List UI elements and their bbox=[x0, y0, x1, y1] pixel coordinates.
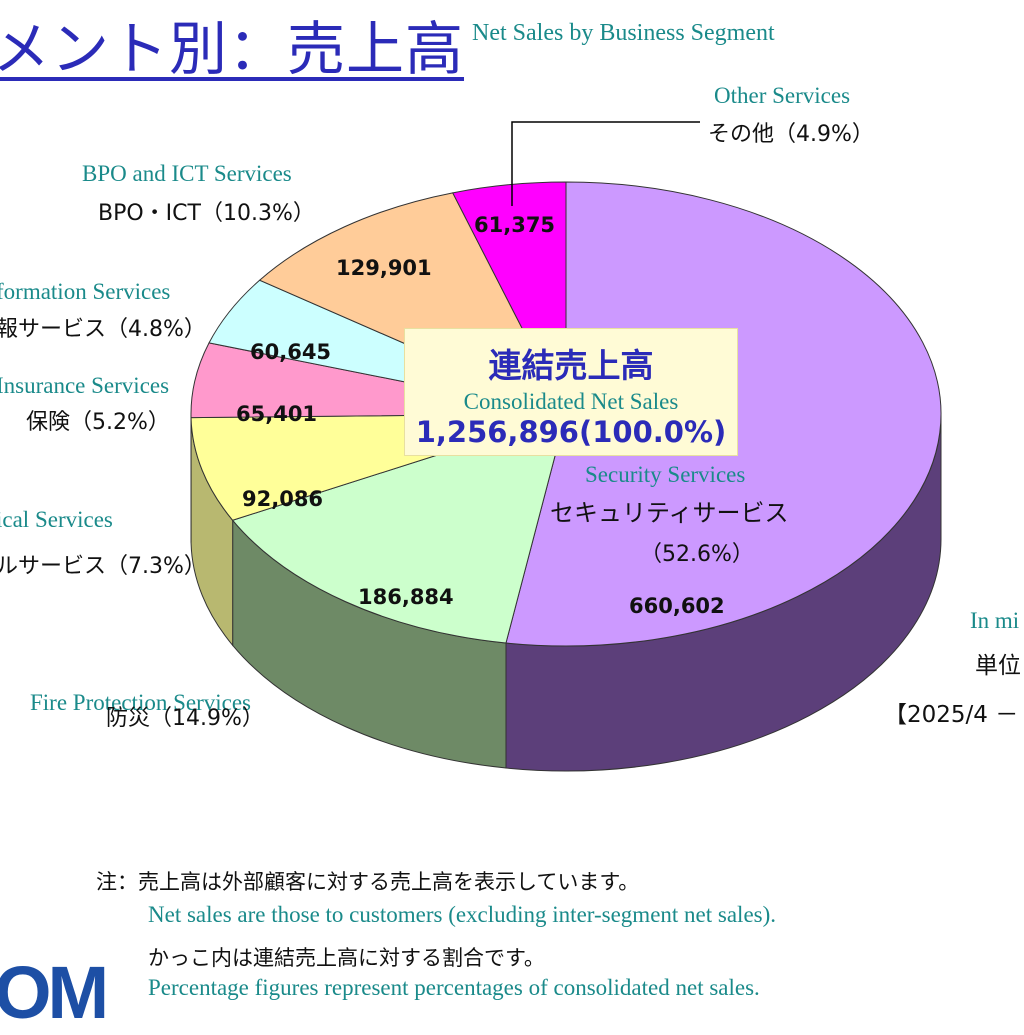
note-line1-en: Net sales are those to customers (exclud… bbox=[148, 902, 776, 928]
value-bpo: 129,901 bbox=[336, 256, 432, 280]
unit-label-en: In mi bbox=[970, 608, 1019, 634]
label-other-jp: その他（4.9%） bbox=[708, 116, 874, 148]
period-label: 【2025/4 － bbox=[884, 695, 1018, 729]
label-insurance-en: Insurance Services bbox=[0, 373, 169, 399]
unit-label-jp: 単位 bbox=[975, 646, 1021, 680]
label-medical-en: ical Services bbox=[0, 507, 113, 533]
value-fire: 186,884 bbox=[358, 585, 454, 609]
label-bpo-en: BPO and ICT Services bbox=[82, 161, 292, 187]
label-security-en: Security Services bbox=[585, 462, 745, 488]
label-medical-jp: ルサービス（7.3%） bbox=[0, 548, 206, 580]
label-other-en: Other Services bbox=[714, 83, 850, 109]
label-insurance-jp: 保険（5.2%） bbox=[26, 404, 170, 436]
label-bpo-jp: BPO・ICT（10.3%） bbox=[98, 195, 315, 227]
company-logo: OM bbox=[0, 950, 105, 1035]
consolidated-value: 1,256,896(100.0%) bbox=[405, 415, 737, 449]
value-security: 660,602 bbox=[629, 594, 725, 618]
value-other: 61,375 bbox=[474, 213, 555, 237]
note-line2-en: Percentage figures represent percentages… bbox=[148, 975, 760, 1001]
page-subtitle: Net Sales by Business Segment bbox=[472, 20, 775, 47]
value-medical: 92,086 bbox=[242, 487, 323, 511]
label-security-pct: （52.6%） bbox=[640, 536, 754, 568]
value-insurance: 65,401 bbox=[236, 402, 317, 426]
consolidated-label-jp: 連結売上高 bbox=[405, 339, 737, 387]
page-title: メント別：売上高 bbox=[0, 2, 464, 86]
label-security-jp: セキュリティサービス bbox=[550, 493, 789, 528]
label-info-en: formation Services bbox=[0, 279, 170, 305]
note-line1-jp: 注：売上高は外部顧客に対する売上高を表示しています。 bbox=[96, 866, 639, 896]
consolidated-total-box: 連結売上高 Consolidated Net Sales 1,256,896(1… bbox=[404, 328, 738, 456]
consolidated-label-en: Consolidated Net Sales bbox=[405, 389, 737, 415]
note-line2-jp: かっこ内は連結売上高に対する割合です。 bbox=[148, 942, 545, 972]
label-info-jp: 報サービス（4.8%） bbox=[0, 311, 206, 343]
value-info: 60,645 bbox=[250, 340, 331, 364]
label-fire-jp: 防災（14.9%） bbox=[106, 700, 264, 732]
